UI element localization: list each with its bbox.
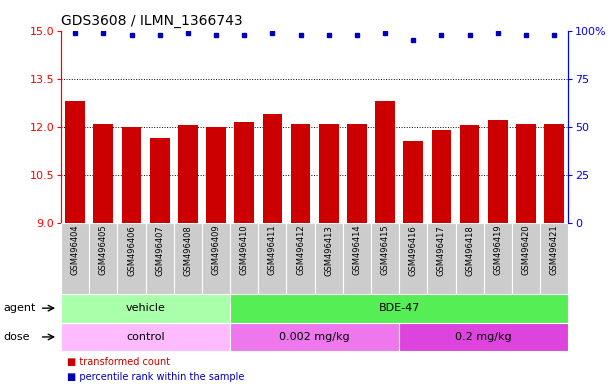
Text: control: control [126,332,165,342]
Text: GSM496410: GSM496410 [240,225,249,275]
Bar [403,141,423,223]
Bar [150,138,170,223]
Text: GSM496411: GSM496411 [268,225,277,275]
Text: GSM496421: GSM496421 [550,225,558,275]
Text: GSM496413: GSM496413 [324,225,333,276]
Bar [343,223,371,294]
Text: GSM496404: GSM496404 [71,225,79,275]
Bar [399,323,568,351]
Bar [484,223,512,294]
Bar [263,114,282,223]
Bar [488,120,508,223]
Bar [117,223,145,294]
Text: ■ transformed count: ■ transformed count [67,358,170,367]
Bar [315,223,343,294]
Bar [459,125,480,223]
Bar [93,124,113,223]
Bar [319,124,338,223]
Text: 0.002 mg/kg: 0.002 mg/kg [279,332,350,342]
Bar [61,294,230,323]
Bar [61,323,230,351]
Text: agent: agent [3,303,35,313]
Bar [174,223,202,294]
Text: GSM496417: GSM496417 [437,225,446,276]
Bar [230,294,568,323]
Text: ■ percentile rank within the sample: ■ percentile rank within the sample [67,372,244,382]
Bar [122,127,141,223]
Bar [178,125,198,223]
Bar [512,223,540,294]
Bar [287,223,315,294]
Text: GSM496420: GSM496420 [521,225,530,275]
Bar [540,223,568,294]
Text: 0.2 mg/kg: 0.2 mg/kg [455,332,512,342]
Bar [399,223,427,294]
Bar [431,130,452,223]
Bar [516,124,536,223]
Text: GSM496418: GSM496418 [465,225,474,276]
Bar [202,223,230,294]
Bar [371,223,399,294]
Text: BDE-47: BDE-47 [378,303,420,313]
Bar [230,223,258,294]
Bar [456,223,484,294]
Bar [230,323,399,351]
Bar [61,223,89,294]
Text: GSM496405: GSM496405 [99,225,108,275]
Text: GDS3608 / ILMN_1366743: GDS3608 / ILMN_1366743 [61,14,243,28]
Text: GSM496415: GSM496415 [381,225,390,275]
Text: GSM496408: GSM496408 [183,225,192,276]
Text: GSM496406: GSM496406 [127,225,136,276]
Bar [89,223,117,294]
Bar [375,101,395,223]
Bar [65,101,85,223]
Text: dose: dose [3,332,29,342]
Text: vehicle: vehicle [126,303,166,313]
Text: GSM496414: GSM496414 [353,225,362,275]
Text: GSM496409: GSM496409 [211,225,221,275]
Bar [206,127,226,223]
Text: GSM496407: GSM496407 [155,225,164,276]
Bar [427,223,456,294]
Text: GSM496412: GSM496412 [296,225,305,275]
Bar [347,124,367,223]
Bar [291,124,310,223]
Bar [145,223,174,294]
Bar [235,122,254,223]
Text: GSM496419: GSM496419 [493,225,502,275]
Bar [258,223,287,294]
Text: GSM496416: GSM496416 [409,225,418,276]
Bar [544,124,564,223]
